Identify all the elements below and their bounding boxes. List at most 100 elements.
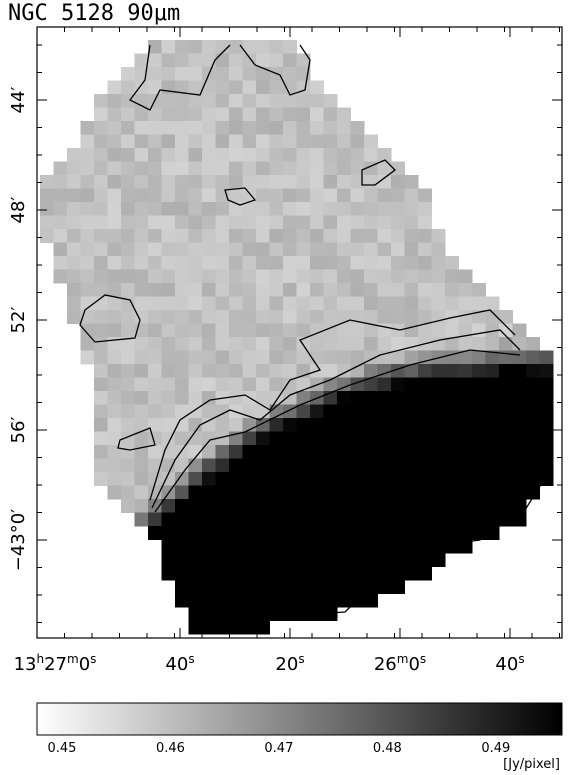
map-pixel [337, 458, 351, 473]
map-pixel [499, 377, 513, 392]
map-pixel [310, 242, 324, 257]
map-pixel [94, 283, 108, 297]
map-pixel [512, 418, 527, 432]
map-pixel [404, 499, 419, 513]
map-pixel [526, 404, 540, 419]
map-pixel [296, 229, 311, 243]
map-pixel [215, 458, 230, 473]
map-pixel [107, 431, 122, 446]
map-pixel [242, 161, 257, 176]
map-pixel [107, 445, 122, 459]
map-pixel [310, 148, 324, 162]
map-pixel [80, 269, 95, 284]
map-pixel [323, 256, 338, 270]
x-tick-label: 13h27m0s [14, 652, 97, 675]
map-pixel [188, 499, 203, 513]
map-pixel [377, 202, 392, 216]
map-pixel [188, 296, 203, 311]
map-pixel [310, 296, 324, 311]
map-pixel [337, 377, 351, 392]
map-pixel [161, 215, 176, 230]
map-pixel [350, 391, 365, 405]
map-pixel [391, 418, 405, 432]
map-pixel [256, 566, 270, 581]
map-pixel [67, 296, 81, 311]
map-pixel [175, 202, 189, 216]
map-pixel [364, 566, 378, 581]
map-pixel [296, 458, 311, 473]
map-pixel [512, 323, 527, 338]
map-pixel [188, 269, 203, 284]
map-pixel [107, 418, 122, 432]
map-pixel [242, 377, 257, 392]
map-pixel [175, 161, 189, 176]
map-pixel [418, 188, 432, 203]
map-pixel [391, 350, 405, 365]
map-pixel [377, 377, 392, 392]
map-pixel [256, 94, 270, 108]
map-pixel [350, 566, 365, 581]
map-pixel [215, 269, 230, 284]
map-pixel [283, 593, 297, 608]
map-pixel [175, 134, 189, 149]
map-pixel [229, 107, 243, 122]
map-pixel [161, 94, 176, 108]
plot-frame [36, 26, 563, 639]
map-pixel [364, 269, 378, 284]
map-pixel [391, 269, 405, 284]
map-pixel [242, 499, 257, 513]
map-pixel [256, 350, 270, 365]
map-pixel [485, 337, 500, 351]
map-pixel [175, 310, 189, 324]
map-pixel [526, 431, 540, 446]
map-pixel [445, 377, 459, 392]
map-pixel [242, 134, 257, 149]
map-pixel [188, 539, 203, 554]
map-pixel [215, 377, 230, 392]
map-pixel [215, 296, 230, 311]
map-pixel [431, 242, 446, 257]
map-pixel [269, 553, 284, 567]
map-pixel [296, 539, 311, 554]
map-pixel [202, 80, 216, 95]
map-pixel [283, 296, 297, 311]
map-pixel [323, 472, 338, 486]
map-pixel [256, 445, 270, 459]
map-pixel [256, 526, 270, 540]
map-pixel [94, 472, 108, 486]
map-pixel [215, 364, 230, 378]
map-pixel [350, 458, 365, 473]
map-pixel [242, 40, 257, 54]
map-pixel [445, 283, 459, 297]
map-pixel [418, 431, 432, 446]
map-pixel [53, 161, 68, 176]
map-pixel [323, 310, 338, 324]
map-pixel [94, 350, 108, 365]
map-pixel [148, 323, 162, 338]
map-pixel [80, 256, 95, 270]
map-pixel [350, 229, 365, 243]
map-pixel [121, 458, 135, 473]
map-pixel [364, 175, 378, 189]
map-pixel [175, 431, 189, 446]
map-pixel [40, 175, 54, 189]
map-pixel [296, 134, 311, 149]
map-pixel [229, 607, 243, 621]
map-pixel [472, 337, 486, 351]
map-pixel [337, 107, 351, 122]
map-pixel [215, 256, 230, 270]
map-pixel [337, 593, 351, 608]
map-pixel [269, 580, 284, 594]
map-pixel [175, 364, 189, 378]
map-pixel [431, 296, 446, 311]
map-pixel [364, 337, 378, 351]
map-pixel [94, 175, 108, 189]
map-pixel [445, 499, 459, 513]
x-tick-part: 40 [495, 654, 518, 675]
map-pixel [134, 364, 149, 378]
map-pixel [485, 472, 500, 486]
map-pixel [256, 485, 270, 500]
map-pixel [202, 215, 216, 230]
map-pixel [94, 458, 108, 473]
map-pixel [256, 134, 270, 149]
